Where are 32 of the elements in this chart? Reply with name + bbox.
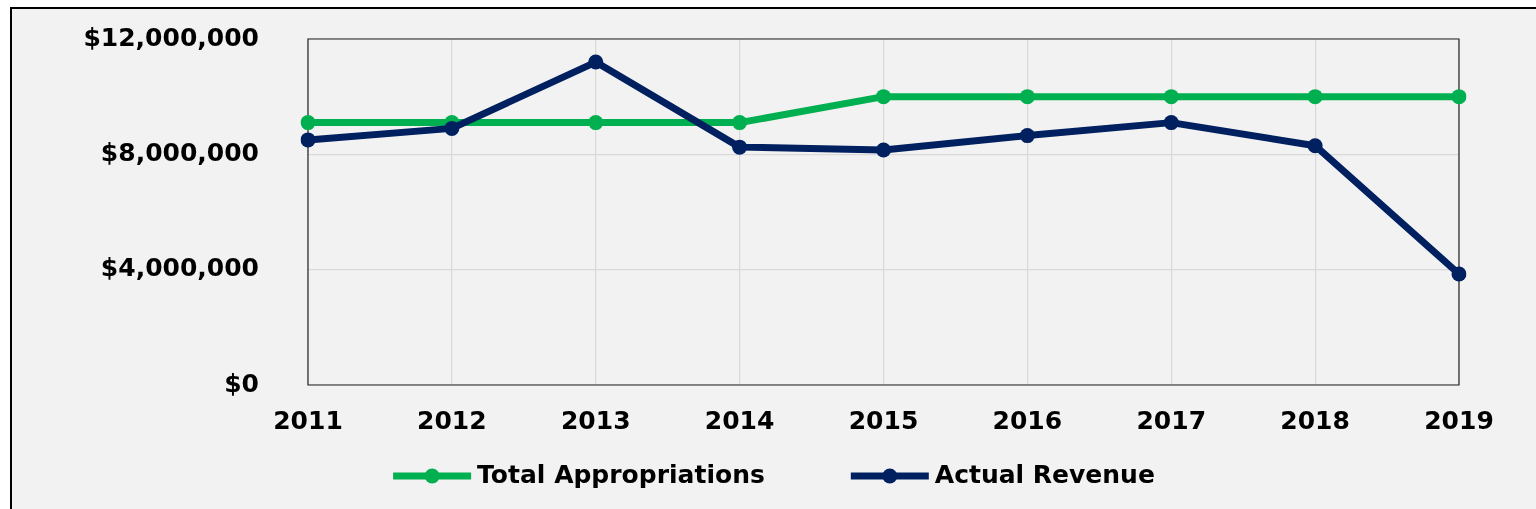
point xyxy=(588,115,604,131)
legend-label: Actual Revenue xyxy=(934,459,1155,489)
point xyxy=(588,54,604,70)
point xyxy=(1451,89,1467,105)
x-tick-label: 2011 xyxy=(273,405,343,435)
point xyxy=(1019,128,1035,144)
point xyxy=(732,139,748,155)
x-tick-label: 2017 xyxy=(1136,405,1207,435)
point xyxy=(1307,89,1323,105)
point xyxy=(444,120,460,136)
legend-label: Total Appropriations xyxy=(477,459,765,489)
point xyxy=(1451,266,1467,282)
point xyxy=(1163,115,1179,131)
x-tick-label: 2012 xyxy=(417,405,487,435)
y-tick-label: $0 xyxy=(224,368,259,398)
point xyxy=(300,115,316,131)
x-tick-label: 2015 xyxy=(848,405,919,435)
point xyxy=(1019,89,1035,105)
point xyxy=(876,142,891,158)
y-tick-label: $12,000,000 xyxy=(83,22,259,52)
x-tick-label: 2013 xyxy=(560,405,631,435)
point xyxy=(876,89,891,105)
x-tick-label: 2019 xyxy=(1424,405,1494,435)
point xyxy=(1163,89,1179,105)
x-tick-label: 2018 xyxy=(1280,405,1350,435)
y-tick-label: $8,000,000 xyxy=(100,137,259,167)
x-tick-label: 2014 xyxy=(704,405,775,435)
point xyxy=(300,132,316,148)
y-tick-label: $4,000,000 xyxy=(100,253,259,283)
point xyxy=(1307,138,1323,154)
point xyxy=(732,115,748,131)
x-tick-label: 2016 xyxy=(992,405,1063,435)
